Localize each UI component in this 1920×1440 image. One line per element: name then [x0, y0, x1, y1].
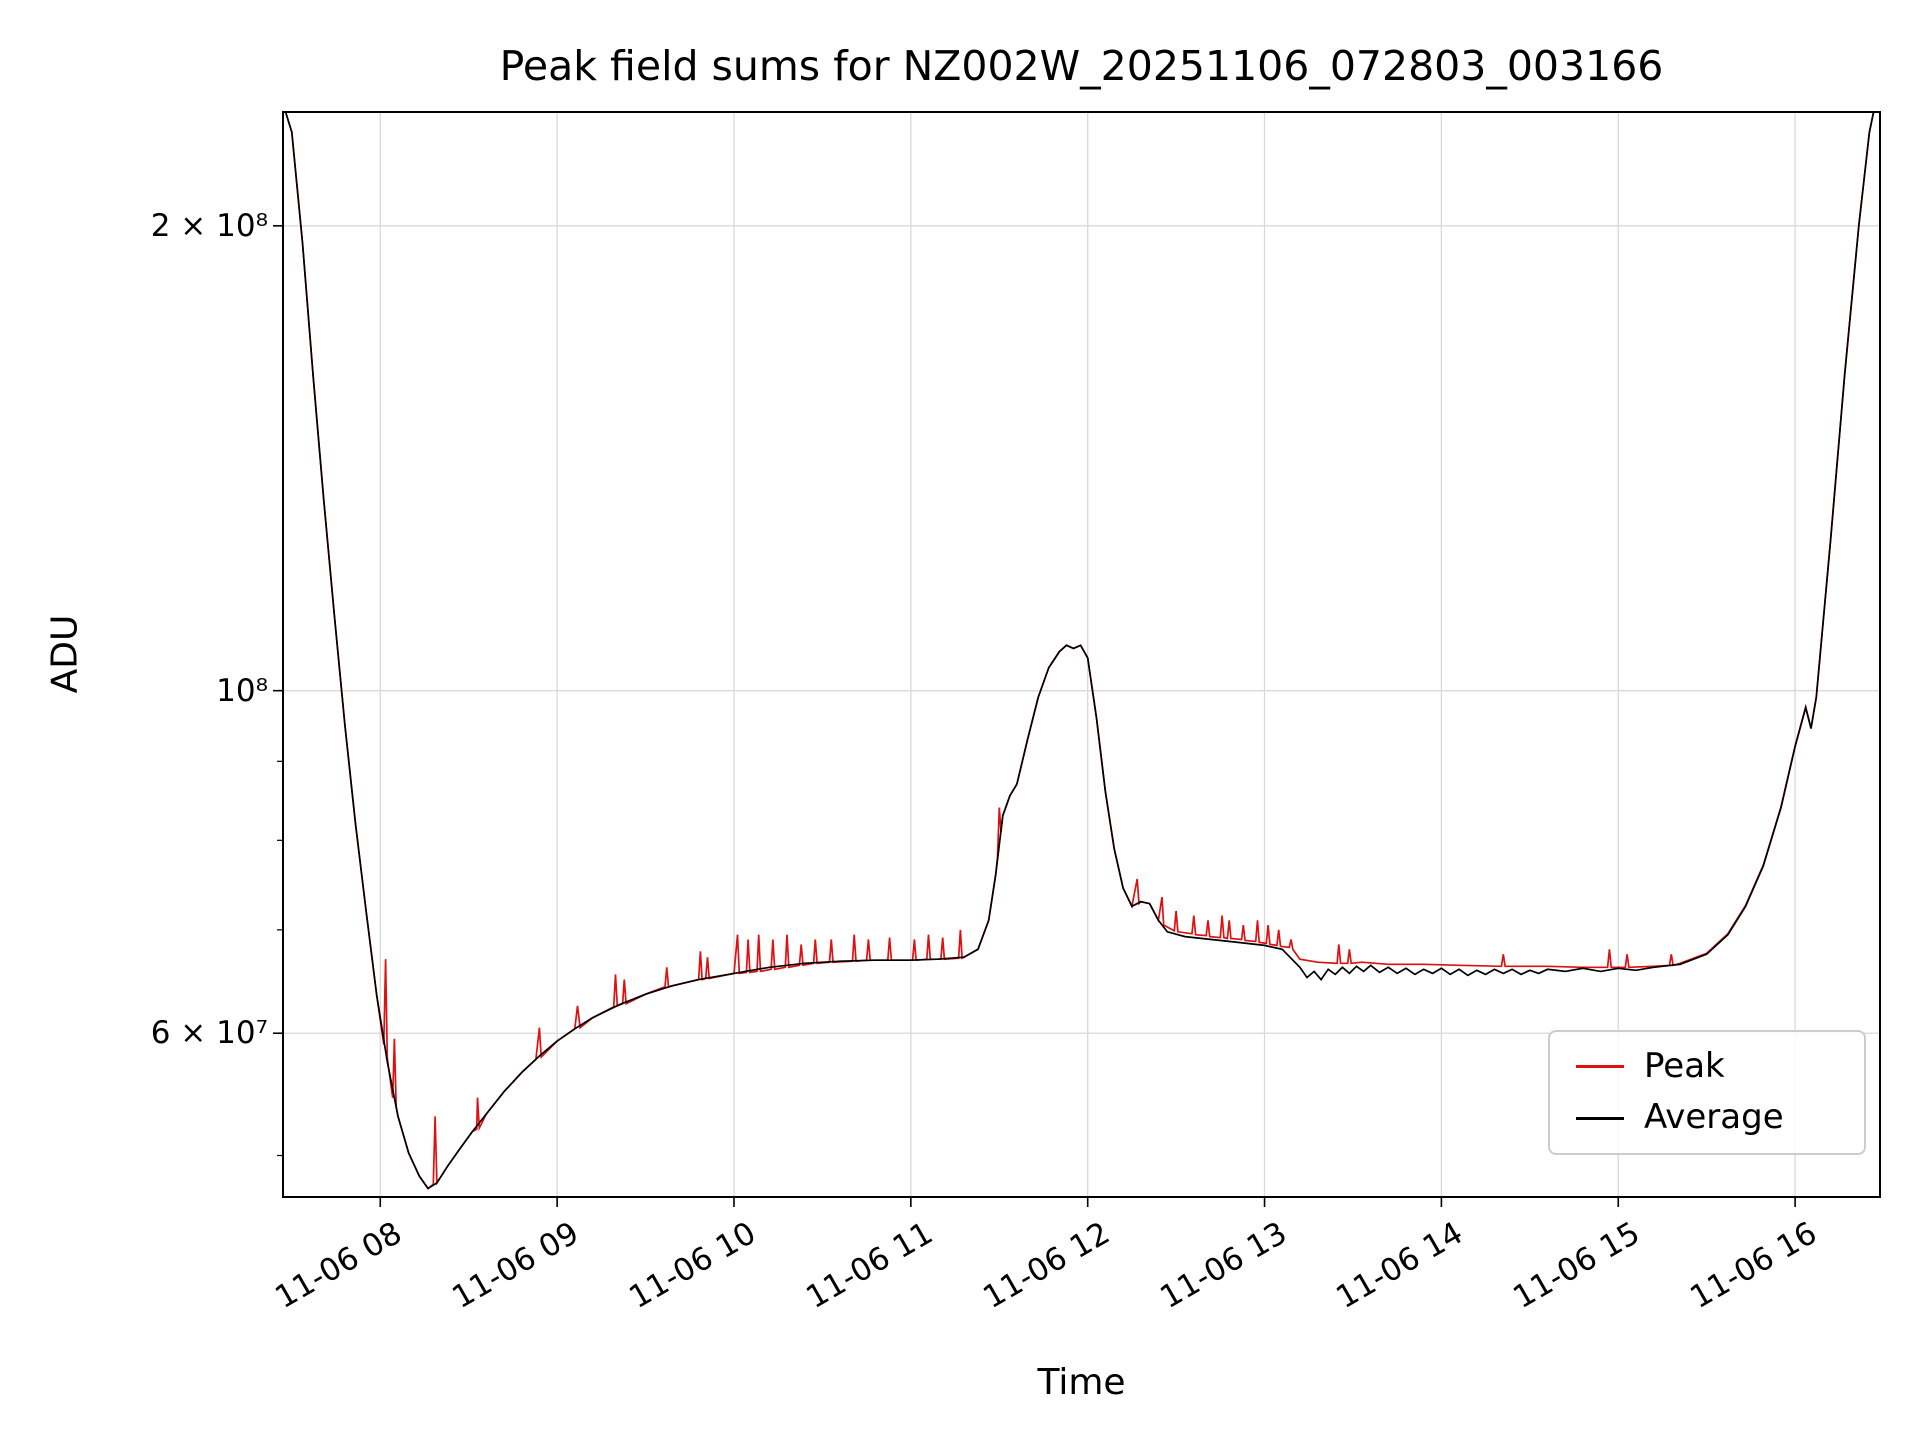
x-tick-label: 11-06 12	[976, 1215, 1116, 1316]
y-axis-label: ADU	[44, 614, 86, 694]
x-axis-label: Time	[1037, 1362, 1126, 1403]
legend-entry-peak: Peak	[1576, 1046, 1838, 1086]
x-tick-label: 11-06 13	[1153, 1215, 1293, 1316]
legend: Peak Average	[1548, 1030, 1866, 1155]
x-tick-label: 11-06 10	[623, 1215, 762, 1316]
x-tick-label: 11-06 15	[1507, 1215, 1647, 1316]
x-tick-label: 11-06 16	[1684, 1215, 1824, 1316]
y-tick-label: 6 × 10⁷	[150, 1015, 268, 1052]
x-tick-label: 11-06 11	[800, 1215, 939, 1316]
average-series-line	[284, 112, 1875, 1190]
y-tick-label: 2 × 10⁸	[150, 207, 268, 244]
y-tick-label: 10⁸	[216, 672, 268, 709]
legend-label-average: Average	[1644, 1097, 1784, 1138]
peak-line-swatch	[1576, 1065, 1624, 1069]
chart-title: Peak field sums for NZ002W_20251106_0728…	[499, 42, 1664, 90]
legend-label-peak: Peak	[1644, 1046, 1725, 1086]
legend-entry-average: Average	[1576, 1097, 1838, 1138]
x-tick-label: 11-06 14	[1330, 1215, 1470, 1316]
x-tick-label: 11-06 09	[446, 1215, 586, 1316]
peak-series-line	[284, 112, 1875, 1190]
axes-spines	[282, 111, 1881, 1198]
average-line-swatch	[1576, 1116, 1624, 1120]
plot-svg	[273, 111, 1881, 1207]
x-tick-label: 11-06 08	[269, 1215, 409, 1316]
